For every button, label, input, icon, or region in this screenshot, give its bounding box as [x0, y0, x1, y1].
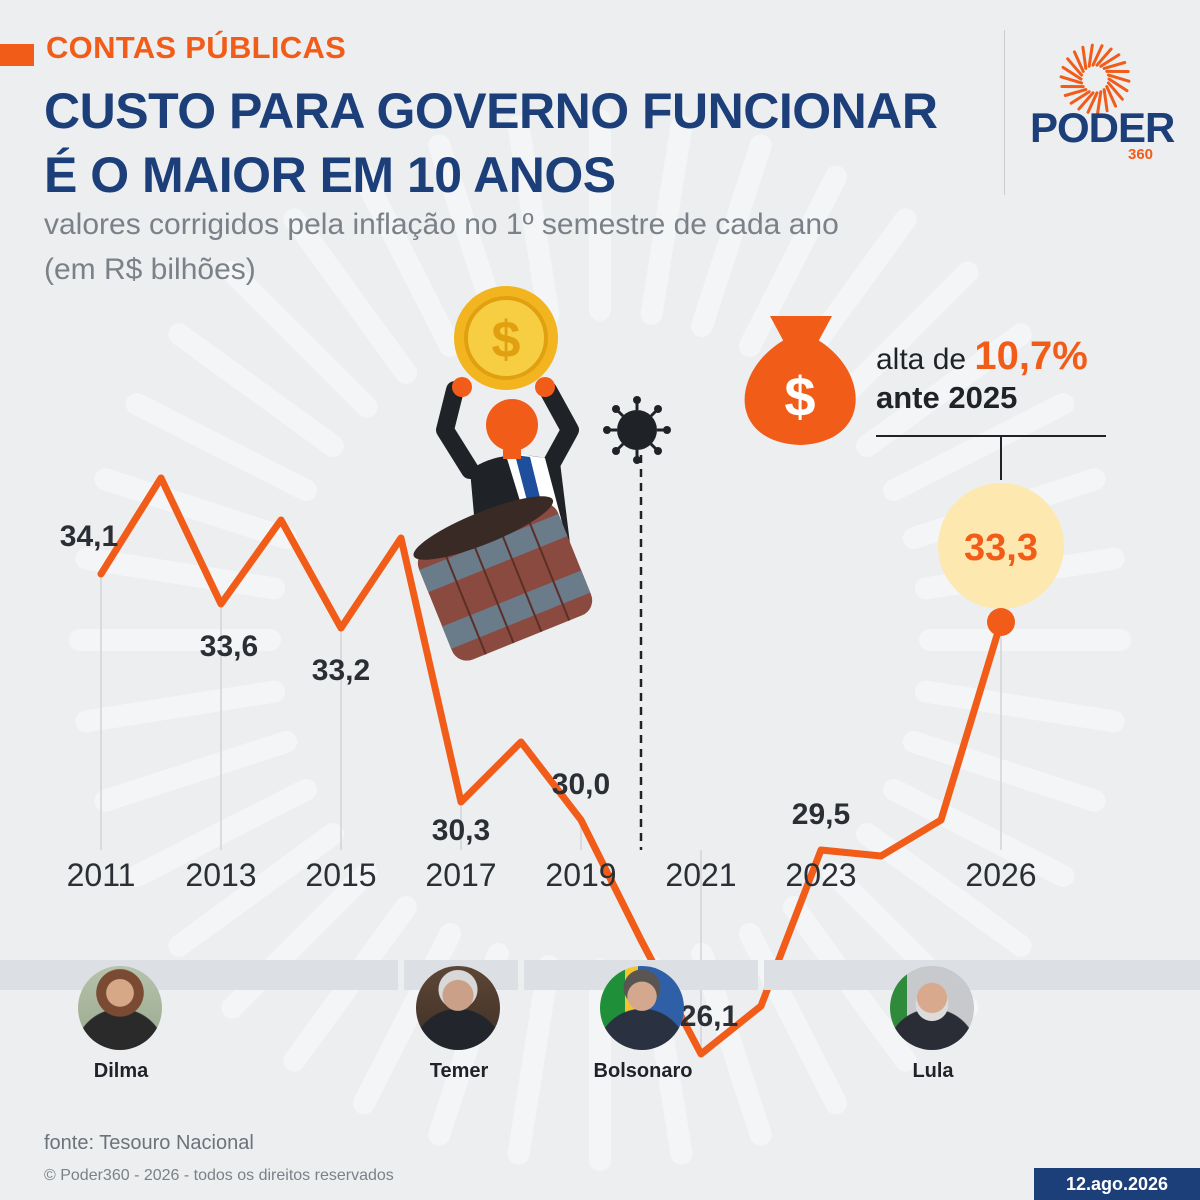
data-label-2021: 26,1: [680, 1000, 738, 1033]
logo-ray: [1077, 91, 1095, 111]
logo-ray: [1061, 65, 1083, 81]
logo-ray: [1106, 73, 1131, 83]
x-tick-2026: 2026: [965, 857, 1036, 893]
data-label-2026: 33,3: [964, 527, 1038, 569]
page-title-line-2: É O MAIOR EM 10 ANOS: [44, 147, 616, 203]
x-tick-2017: 2017: [425, 857, 496, 893]
gov-name-lula: Lula: [912, 1060, 954, 1082]
background-ray: [822, 261, 979, 418]
logo-number: 360: [1128, 146, 1154, 163]
virus-icon: [603, 396, 671, 464]
data-label-2013: 33,6: [200, 630, 258, 663]
kicker: CONTAS PÚBLICAS: [46, 30, 347, 65]
background-ray: [94, 468, 298, 550]
callout-prefix: alta de: [876, 343, 975, 376]
background-ray: [690, 134, 772, 338]
background-ray: [168, 822, 345, 957]
avatar-bolsonaro: [600, 966, 684, 1050]
logo-ray: [1099, 53, 1121, 68]
callout-percent: 10,7%: [974, 334, 1088, 378]
background-ray: [507, 115, 560, 326]
x-axis-ticks: 2011 2013 2015 2017 2019 2021 2023 2026: [67, 857, 1037, 893]
logo-ray: [1095, 47, 1113, 67]
logo-ray: [1066, 57, 1084, 77]
data-label-2011: 34,1: [60, 520, 118, 553]
background-ray: [352, 165, 462, 357]
logo-ray: [1105, 85, 1118, 108]
series-line: [97, 474, 1005, 1058]
data-label-2019: 30,0: [552, 768, 610, 801]
background-ray: [902, 730, 1106, 812]
gov-name-dilma: Dilma: [93, 1060, 149, 1082]
source-note: fonte: Tesouro Nacional: [44, 1132, 254, 1154]
callout-line-2: ante 2025: [876, 380, 1018, 415]
money-bag-icon: $: [744, 316, 856, 445]
logo-ray: [1059, 75, 1084, 85]
logo-ray: [1069, 90, 1091, 105]
sun-logo-icon: [1059, 43, 1131, 115]
background-ray: [125, 392, 317, 502]
logo-ray: [1081, 45, 1088, 70]
gov-bar-lula: [764, 960, 1200, 990]
background-ray: [883, 392, 1075, 502]
x-tick-2011: 2011: [67, 857, 136, 893]
background-ray: [75, 680, 286, 733]
background-ray: [75, 547, 286, 600]
background-ray: [168, 323, 345, 458]
kicker-marker: [0, 44, 34, 66]
logo-ray: [1086, 91, 1099, 114]
x-tick-2023: 2023: [785, 857, 856, 893]
background-ray: [738, 165, 848, 357]
data-label-2023: 29,5: [792, 798, 850, 831]
gov-name-bolsonaro: Bolsonaro: [593, 1060, 693, 1082]
data-label-2015: 33,2: [312, 654, 370, 687]
date-badge: 12.ago.2026: [1034, 1168, 1200, 1200]
background-ray: [640, 115, 693, 326]
avatar-temer: [416, 966, 500, 1050]
data-labels: 34,1 33,6 33,2 30,3 30,0 26,1 29,5 33,3: [60, 520, 1038, 1033]
highlight-circle: [938, 483, 1064, 609]
background-ray: [507, 954, 560, 1165]
subtitle-line-2: (em R$ bilhões): [44, 253, 256, 286]
svg-text:$: $: [492, 311, 521, 369]
logo-ray: [1107, 77, 1129, 93]
logo-ray: [1063, 88, 1088, 98]
page-title-line-1: CUSTO PARA GOVERNO FUNCIONAR: [44, 83, 938, 139]
logo-ray: [1087, 43, 1094, 68]
logo-ray: [1072, 50, 1085, 73]
background-ray: [883, 778, 1075, 888]
avatar-dilma: [78, 966, 162, 1050]
logo-ray: [1091, 44, 1104, 67]
background-ray: [855, 323, 1032, 458]
logo-divider: [1004, 30, 1005, 195]
background-ray: [283, 208, 418, 385]
x-tick-2021: 2021: [665, 857, 736, 893]
businessman-barrel-illustration: $: [413, 286, 593, 661]
chart-gridlines: [100, 574, 1002, 1054]
gov-name-temer: Temer: [429, 1060, 489, 1082]
x-tick-2015: 2015: [305, 857, 376, 893]
copyright-note: © Poder360 - 2026 - todos os direitos re…: [44, 1167, 394, 1184]
background-ray: [94, 730, 298, 812]
data-label-2017: 30,3: [432, 814, 490, 847]
avatar-lula: [890, 966, 974, 1050]
gov-bar-dilma: [0, 960, 398, 990]
logo-ray: [1106, 81, 1124, 101]
background-ray: [914, 680, 1125, 733]
subtitle-line-1: valores corrigidos pela inflação no 1º s…: [44, 208, 839, 241]
logo-ray: [1096, 90, 1103, 115]
background-ray: [221, 261, 378, 418]
logo-ray: [1102, 60, 1127, 70]
svg-text:$: $: [784, 365, 815, 428]
x-tick-2013: 2013: [185, 857, 256, 893]
logo-ray: [1102, 88, 1109, 113]
x-tick-2019: 2019: [545, 857, 616, 893]
last-point-dot: [987, 608, 1015, 636]
logo-wordmark: PODER: [1030, 104, 1175, 151]
callout-line-1: alta de 10,7%: [876, 334, 1088, 379]
